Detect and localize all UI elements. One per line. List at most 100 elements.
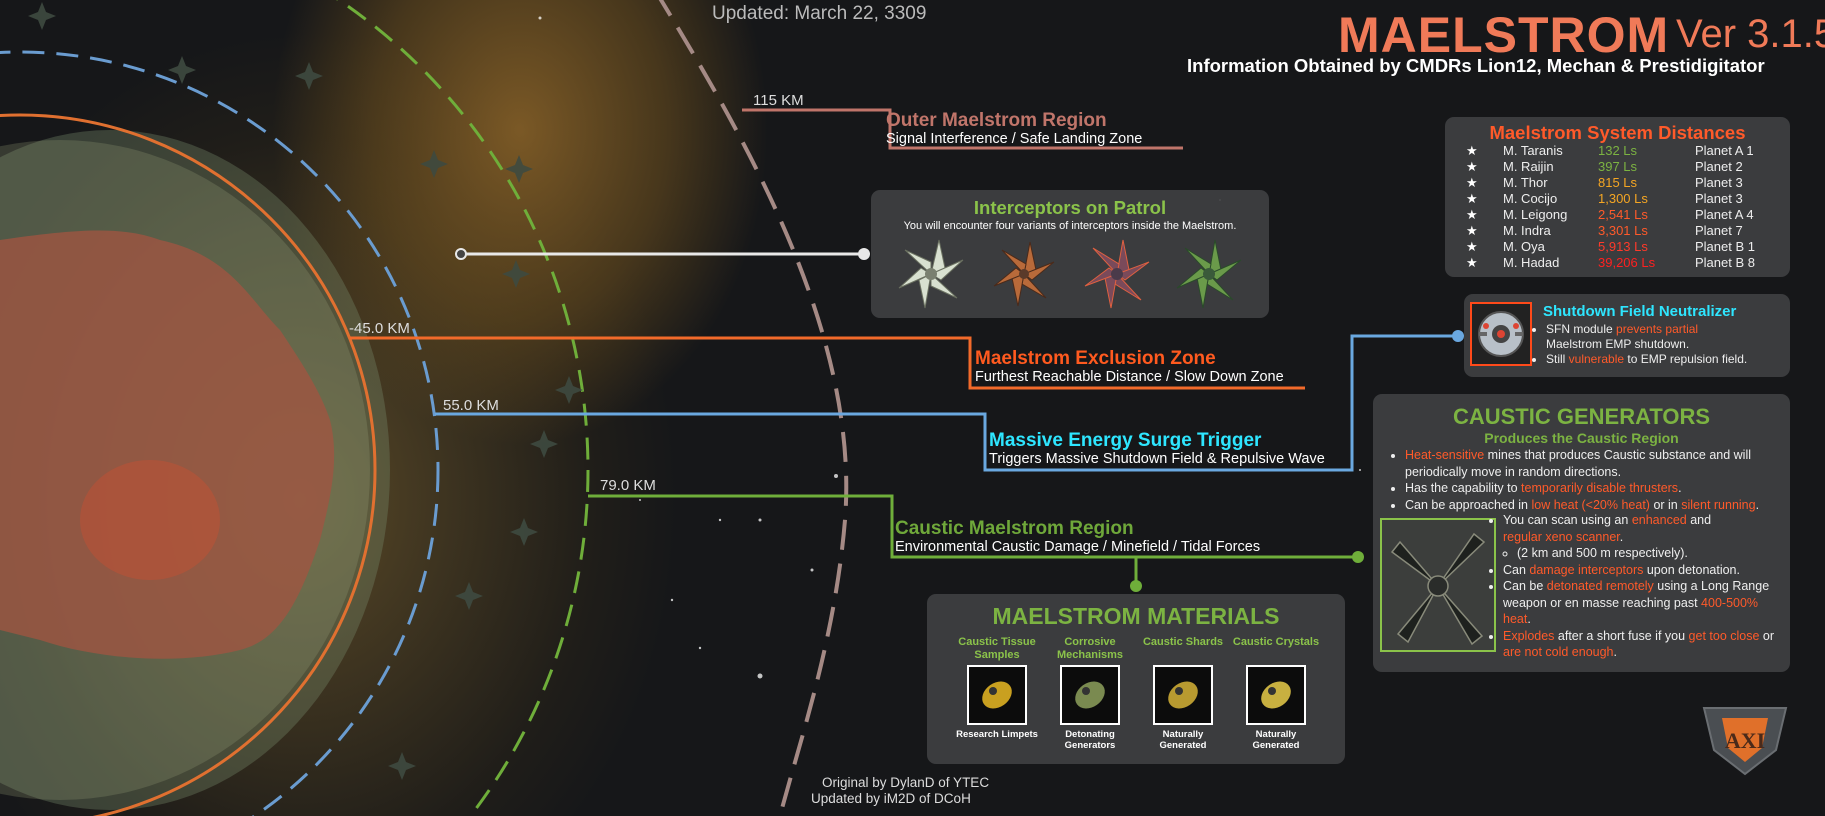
outer-title: Outer Maelstrom Region (886, 110, 1107, 131)
material-icon (1261, 681, 1291, 709)
caustic-desc: Environmental Caustic Damage / Minefield… (895, 539, 1261, 555)
distance-system-name: M. Oya (1503, 239, 1545, 254)
distance-planet: Planet B 8 (1695, 255, 1755, 270)
surge-distance: 55.0 KM (443, 397, 499, 414)
material-name: Caustic Tissue Samples (958, 636, 1036, 661)
outer-distance: 115 KM (753, 92, 804, 109)
credit-updated: Updated by iM2D of DCoH (811, 791, 971, 806)
distance-star-icon: ★ (1466, 207, 1478, 222)
distance-star-icon: ★ (1466, 255, 1478, 270)
axi-logo: AXI (1702, 707, 1788, 776)
distance-ls-value: 3,301 Ls (1598, 223, 1648, 238)
exclusion-ring (0, 113, 377, 816)
starfield (538, 16, 1361, 679)
distance-star-icon: ★ (1466, 223, 1478, 238)
distance-system-name: M. Cocijo (1503, 191, 1558, 206)
caustic-distance: 79.0 KM (600, 477, 656, 494)
logo-text: AXI (1725, 728, 1765, 753)
distance-system-name: M. Leigong (1503, 207, 1568, 222)
distance-system-name: M. Indra (1503, 223, 1551, 238)
interceptors-title: Interceptors on Patrol (973, 197, 1167, 218)
material-name: Caustic Crystals (1232, 636, 1320, 648)
material-name: Caustic Shards (1142, 636, 1224, 648)
materials-title: MAELSTROM MATERIALS (992, 603, 1280, 629)
distance-planet: Planet A 1 (1695, 143, 1754, 158)
distance-planet: Planet 2 (1695, 159, 1743, 174)
distance-planet: Planet 3 (1695, 175, 1743, 190)
outer-connector (742, 108, 1183, 150)
distance-star-icon: ★ (1466, 143, 1478, 158)
caustic-ring (335, 0, 590, 816)
distance-system-name: M. Thor (1503, 175, 1548, 190)
surge-desc: Triggers Massive Shutdown Field & Repuls… (989, 451, 1325, 467)
distance-ls-value: 815 Ls (1598, 175, 1638, 190)
caustic-connector (588, 494, 1358, 559)
distance-star-icon: ★ (1466, 239, 1478, 254)
material-icon (1075, 681, 1105, 709)
exclusion-distance: -45.0 KM (349, 320, 410, 337)
sfn-title: Shutdown Field Neutralizer (1543, 303, 1737, 320)
interceptor-variants (898, 239, 1242, 309)
material-source: Naturally Generated (1159, 729, 1207, 751)
outer-desc: Signal Interference / Safe Landing Zone (886, 131, 1143, 147)
material-source: Detonating Generators (1064, 729, 1116, 751)
interceptor-basilisk-icon (993, 241, 1055, 307)
distance-system-name: M. Taranis (1503, 143, 1563, 158)
updated-date: Updated: March 22, 3309 (712, 3, 927, 24)
generator-swarm (28, 2, 583, 780)
caustic-generators-title: CAUSTIC GENERATORS (1452, 404, 1711, 429)
surge-title: Massive Energy Surge Trigger (989, 430, 1262, 451)
distance-ls-value: 397 Ls (1598, 159, 1638, 174)
distance-ls-value: 2,541 Ls (1598, 207, 1648, 222)
caustic-generators-panel: CAUSTIC GENERATORS Produces the Caustic … (1373, 394, 1790, 672)
distance-system-name: M. Raijin (1503, 159, 1554, 174)
material-icon (982, 681, 1012, 709)
exclusion-title: Maelstrom Exclusion Zone (975, 348, 1216, 369)
credit-original: Original by DylanD of YTEC (822, 775, 990, 790)
distance-planet: Planet 7 (1695, 223, 1743, 238)
sfn-module-image (1470, 302, 1532, 366)
caustic-generators-bullets-top: Heat-sensitive mines that produces Caust… (1373, 447, 1778, 513)
distances-title: Maelstrom System Distances (1489, 122, 1746, 143)
distance-ls-value: 132 Ls (1598, 143, 1638, 158)
distance-planet: Planet B 1 (1695, 239, 1755, 254)
sfn-module-icon (1478, 311, 1524, 357)
surge-connector (435, 334, 1458, 472)
material-name: Corrosive Mechanisms (1056, 636, 1124, 661)
distance-planet: Planet 3 (1695, 191, 1743, 206)
material-image (1246, 665, 1306, 725)
distance-star-icon: ★ (1466, 159, 1478, 174)
outer-ring (658, 0, 849, 816)
distances-panel: Maelstrom System Distances ★ M. Taranis 13… (1445, 117, 1790, 277)
distance-planet: Planet A 4 (1695, 207, 1754, 222)
page-title: MAELSTROM (1338, 7, 1670, 63)
interceptors-desc: You will encounter four variants of inte… (903, 220, 1237, 232)
distance-ls-value: 5,913 Ls (1598, 239, 1648, 254)
distance-ls-value: 39,206 Ls (1598, 255, 1656, 270)
caustic-generator-image (1380, 518, 1496, 652)
caustic-generator-icon (1390, 532, 1486, 646)
material-icon (1168, 681, 1198, 709)
material-image (1153, 665, 1213, 725)
distance-system-name: M. Hadad (1503, 255, 1560, 270)
interceptors-panel: Interceptors on Patrol You will encounte… (871, 190, 1269, 318)
distance-star-icon: ★ (1466, 191, 1478, 206)
material-image (1060, 665, 1120, 725)
caustic-generators-subtitle: Produces the Caustic Region (1484, 430, 1679, 446)
caustic-generators-bullets-bottom: You can scan using an enhanced and regul… (1481, 512, 1786, 661)
materials-panel: MAELSTROM MATERIALS Caustic Tissue Sampl… (927, 594, 1345, 764)
version-label: Ver 3.1.5 (1676, 12, 1825, 56)
interceptor-medusa-icon (1084, 239, 1150, 309)
interceptor-cyclops-icon (898, 239, 964, 309)
distance-ls-value: 1,300 Ls (1598, 191, 1648, 206)
exclusion-desc: Furthest Reachable Distance / Slow Down … (975, 369, 1284, 385)
sfn-panel: Shutdown Field Neutralizer SFN module pr… (1464, 294, 1790, 377)
interceptor-hydra-icon (1176, 239, 1242, 309)
material-source: Naturally Generated (1252, 729, 1300, 751)
exclusion-connector (350, 336, 1305, 390)
surge-ring (0, 50, 440, 816)
page-subtitle: Information Obtained by CMDRs Lion12, Me… (1187, 55, 1765, 76)
